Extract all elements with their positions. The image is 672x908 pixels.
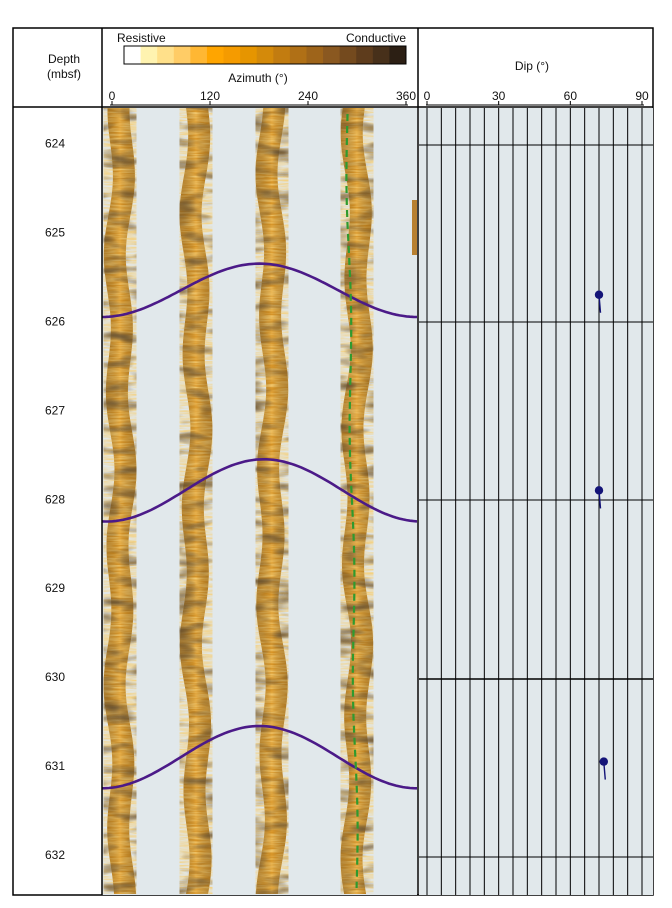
azimuth-tick-label: 120 (200, 89, 220, 103)
azimuth-axis-label: Azimuth (°) (228, 71, 287, 85)
color-scale-swatch (206, 46, 225, 64)
fmi-pad-shading (103, 108, 137, 894)
scale-right-label: Conductive (346, 31, 406, 45)
azimuth-tick-label: 0 (109, 89, 116, 103)
fmi-pad-shading (179, 108, 213, 894)
color-scale-swatch (339, 46, 357, 64)
dip-track-background (419, 108, 653, 895)
fmi-pad-edge-fragment (412, 200, 417, 255)
color-scale-swatch (389, 46, 407, 64)
depth-tick-label: 625 (45, 225, 65, 239)
color-scale-swatch (223, 46, 241, 64)
dip-track (419, 108, 653, 895)
fracture-sinusoid (102, 458, 417, 523)
dip-ticks: 0 30 60 90 (424, 89, 649, 105)
color-scale-border (123, 45, 407, 65)
dip-axis-label: Dip (°) (515, 59, 549, 73)
depth-tick-label: 628 (45, 492, 65, 506)
depth-label-line1: Depth (48, 52, 80, 66)
depth-tick-label: 627 (45, 403, 65, 417)
color-scale-swatch (323, 46, 341, 64)
color-scale-swatch (124, 46, 142, 64)
orientation-reference-line (345, 113, 359, 889)
dip-tadpole-head (594, 290, 604, 299)
color-scale-bar (123, 45, 407, 65)
color-scale-swatch (356, 46, 374, 64)
dip-grid (419, 108, 653, 895)
depth-tick-label: 631 (45, 759, 65, 773)
depth-tick-label: 626 (45, 314, 65, 328)
azimuth-ticks: 0 120 240 360 (109, 89, 416, 105)
depth-tick-label: 630 (45, 670, 65, 684)
color-scale-swatch (190, 46, 208, 64)
depth-ticks: 624 625 626 627 628 629 630 631 632 (45, 137, 65, 862)
color-scale-swatch (157, 46, 175, 64)
scale-left-label: Resistive (117, 31, 166, 45)
color-scale-swatch (256, 46, 274, 64)
depth-tick-label: 624 (45, 137, 65, 151)
fmi-pad-shading (255, 108, 289, 894)
dip-tick-label: 30 (492, 89, 506, 103)
fracture-sinusoid (102, 262, 417, 319)
depth-tick-label: 629 (45, 581, 65, 595)
color-scale-swatch (306, 46, 324, 64)
color-scale-swatch (372, 46, 390, 64)
dip-tick-label: 0 (424, 89, 431, 103)
dip-tadpole-head (599, 757, 608, 766)
azimuth-tick-label: 360 (396, 89, 416, 103)
color-scale-swatch (140, 46, 158, 64)
fracture-sinusoid (102, 724, 417, 790)
depth-label-line2: (mbsf) (47, 67, 81, 81)
dip-tadpole-head (594, 486, 604, 495)
dip-tick-label: 90 (635, 89, 649, 103)
image-track (102, 108, 417, 895)
color-scale-swatch (240, 46, 258, 64)
fracture-sinusoids (102, 262, 417, 790)
color-scale-swatch (173, 46, 191, 64)
dip-tadpoles (594, 290, 608, 780)
color-scale-swatch (289, 46, 307, 64)
header: Depth (mbsf) Resistive Conductive Azimut… (47, 31, 649, 106)
color-scale-swatch (273, 46, 291, 64)
dip-tick-label: 60 (564, 89, 578, 103)
azimuth-tick-label: 240 (298, 89, 318, 103)
depth-tick-label: 632 (45, 848, 65, 862)
